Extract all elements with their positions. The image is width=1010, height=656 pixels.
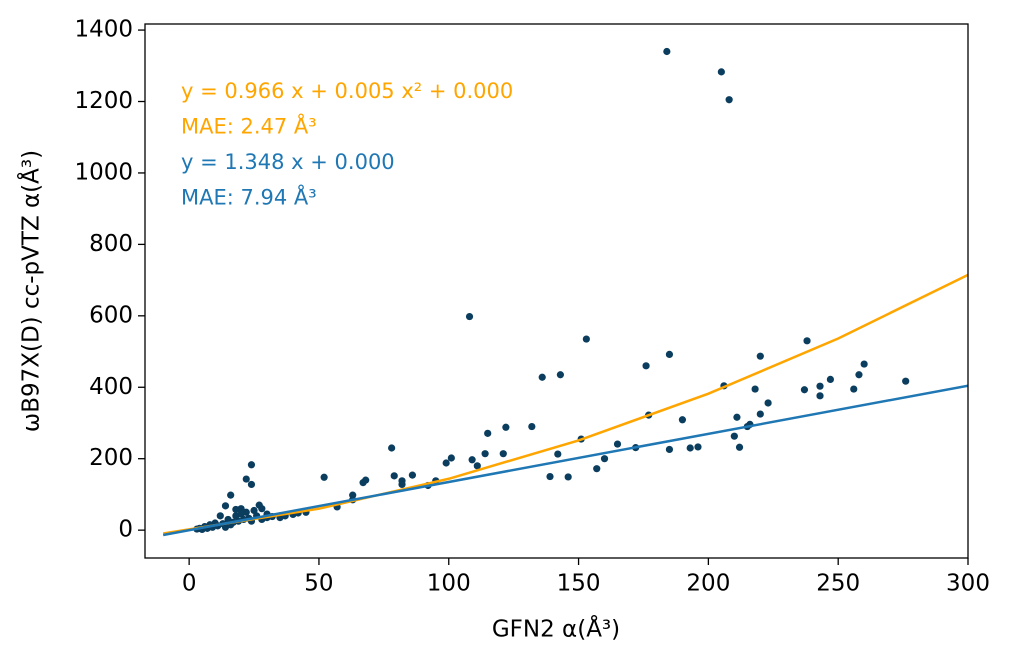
annotation: MAE: 2.47 Å³ xyxy=(181,113,317,139)
point xyxy=(390,472,398,480)
point xyxy=(860,360,868,368)
point xyxy=(447,454,455,462)
point xyxy=(554,450,562,458)
point xyxy=(468,456,476,464)
point xyxy=(593,465,601,473)
point xyxy=(232,505,240,514)
point xyxy=(642,362,650,370)
x-tick-label: 50 xyxy=(304,571,333,597)
point xyxy=(826,375,835,384)
plot-area xyxy=(162,47,968,537)
point xyxy=(481,450,489,458)
point xyxy=(902,377,910,385)
y-tick-label: 1400 xyxy=(74,17,133,43)
point xyxy=(816,382,824,390)
y-tick-label: 800 xyxy=(89,231,133,257)
point xyxy=(216,512,224,520)
point xyxy=(502,423,510,431)
axes-frame xyxy=(144,23,969,559)
point xyxy=(756,410,764,418)
point xyxy=(499,450,507,458)
point xyxy=(855,371,863,379)
point xyxy=(694,443,702,451)
y-tick-label: 400 xyxy=(89,374,133,400)
point xyxy=(242,475,250,483)
point xyxy=(442,459,450,467)
point xyxy=(242,508,250,516)
y-tick-label: 600 xyxy=(89,302,133,328)
x-tick-label: 300 xyxy=(946,571,990,597)
point xyxy=(538,373,546,381)
point xyxy=(359,479,367,487)
point xyxy=(733,413,741,421)
point xyxy=(546,472,554,481)
point xyxy=(564,473,572,481)
point xyxy=(816,392,824,400)
point xyxy=(250,506,258,515)
point xyxy=(582,335,590,343)
point xyxy=(221,502,230,510)
point xyxy=(735,443,744,451)
point xyxy=(247,461,256,469)
point xyxy=(388,444,396,452)
annotation: y = 1.348 x + 0.000 xyxy=(181,150,395,174)
point xyxy=(255,501,263,509)
fit-line xyxy=(162,273,968,535)
point xyxy=(227,491,235,499)
annotation: MAE: 7.94 Å³ xyxy=(181,184,317,210)
point xyxy=(725,96,733,104)
y-axis-label: ωB97X(D) cc-pVTZ α(Å³) xyxy=(17,150,45,432)
y-tick-label: 0 xyxy=(118,517,133,543)
point xyxy=(247,480,256,489)
fit-line xyxy=(162,384,968,537)
y-tick-label: 1200 xyxy=(74,88,133,114)
point xyxy=(803,337,811,345)
point xyxy=(800,386,809,394)
point xyxy=(613,440,622,448)
point xyxy=(717,68,725,76)
point xyxy=(320,473,328,481)
point xyxy=(665,445,674,454)
y-tick-label: 1000 xyxy=(74,159,133,185)
point xyxy=(484,429,492,437)
point xyxy=(600,455,609,463)
point xyxy=(756,352,764,360)
x-tick-label: 150 xyxy=(557,571,601,597)
x-tick-label: 200 xyxy=(686,571,730,597)
y-tick-label: 200 xyxy=(89,445,133,471)
x-axis-label: GFN2 α(Å³) xyxy=(492,615,620,643)
point xyxy=(556,371,564,379)
point xyxy=(751,385,759,393)
x-tick-label: 0 xyxy=(182,571,197,597)
point xyxy=(663,47,671,56)
point xyxy=(398,480,406,489)
point xyxy=(473,462,481,470)
point xyxy=(850,385,858,393)
point xyxy=(465,312,474,321)
x-tick-label: 250 xyxy=(816,571,860,597)
x-tick-label: 100 xyxy=(427,571,471,597)
point xyxy=(408,471,417,479)
point xyxy=(678,416,687,424)
point xyxy=(730,432,738,440)
point xyxy=(686,444,694,452)
point xyxy=(528,422,536,431)
point xyxy=(665,350,674,359)
annotation: y = 0.966 x + 0.005 x² + 0.000 xyxy=(181,79,513,103)
point xyxy=(764,399,772,407)
